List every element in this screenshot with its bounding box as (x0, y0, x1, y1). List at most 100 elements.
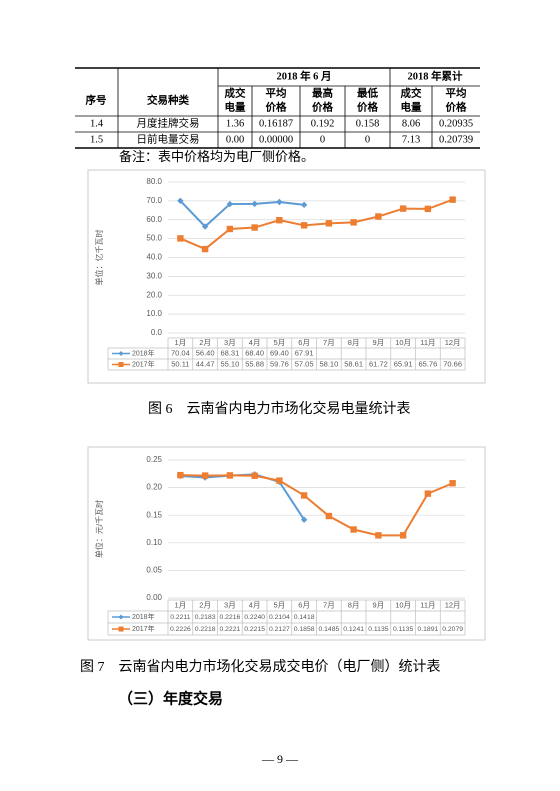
y-tick-label: 30.0 (146, 271, 162, 280)
table-header: 序号 (86, 93, 107, 106)
legend-label: 2018年 (132, 348, 155, 357)
data-label: 0.2226 (170, 626, 191, 633)
x-tick-label: 12月 (445, 600, 461, 609)
table-header: 平均 (446, 86, 467, 99)
marker (300, 222, 308, 229)
table-header: 成交 (401, 86, 422, 99)
data-label: 65.76 (418, 359, 437, 368)
table-header: 最低 (357, 86, 378, 99)
x-tick-label: 10月 (395, 338, 411, 347)
section-heading: （三）年度交易 (118, 689, 223, 707)
x-tick-label: 5月 (274, 338, 286, 347)
marker (375, 213, 382, 220)
y-tick-label: 10.0 (146, 309, 162, 318)
series-line (179, 198, 453, 251)
marker (325, 220, 333, 227)
y-tick-label: 20.0 (146, 290, 162, 299)
table-header: 平均 (266, 86, 287, 99)
data-label: 55.10 (220, 359, 239, 368)
data-label: 50.11 (171, 359, 189, 368)
series-line (179, 200, 305, 228)
x-tick-label: 11月 (420, 338, 435, 347)
data-label: 0.2215 (244, 626, 265, 633)
figure-caption: 图 6 云南省内电力市场化交易电量统计表 (148, 400, 411, 417)
legend-label: 2017年 (132, 359, 155, 368)
marker (226, 225, 234, 233)
data-label: 55.88 (245, 359, 264, 368)
table-header: 价格 (357, 100, 378, 113)
x-tick-label: 8月 (348, 600, 360, 609)
data-label: 0.2104 (269, 614, 290, 621)
table-header: 价格 (266, 100, 287, 113)
table-header: 价格 (446, 100, 467, 113)
x-tick-label: 7月 (323, 338, 335, 347)
table-cell: 0.16187 (259, 118, 293, 129)
y-tick-label: 0.10 (146, 538, 162, 547)
legend-marker (118, 351, 124, 356)
x-tick-label: 10月 (395, 600, 411, 609)
x-tick-label: 11月 (420, 600, 435, 609)
marker (325, 512, 333, 520)
note: 备注：表中价格均为电厂侧价格。 (119, 149, 314, 164)
x-tick-label: 9月 (373, 338, 385, 347)
marker (424, 205, 432, 213)
series-line (180, 474, 454, 537)
table-header: 价格 (312, 100, 333, 113)
data-label: 56.40 (196, 348, 215, 357)
table-cell: 7.13 (402, 134, 420, 145)
table-header: 最高 (312, 86, 333, 99)
marker (449, 196, 456, 203)
table-header: 成交 (225, 86, 246, 99)
data-label: 68.40 (245, 348, 264, 357)
y-axis-title: 单位：亿千瓦时 (94, 230, 104, 286)
data-label: 0.1858 (294, 626, 315, 633)
y-tick-label: 70.0 (146, 196, 162, 205)
data-label: 61.72 (369, 359, 388, 368)
data-label: 0.1241 (343, 626, 364, 633)
x-tick-label: 6月 (298, 600, 310, 609)
x-tick-label: 1月 (175, 600, 187, 609)
table-cell: 0 (365, 134, 370, 145)
marker (201, 223, 209, 230)
table-header: 交易种类 (147, 93, 189, 106)
marker (300, 516, 308, 523)
data-label: 57.05 (295, 359, 314, 368)
legend-marker (118, 362, 124, 367)
table-cell: 日前电量交易 (137, 132, 200, 145)
y-tick-label: 0.00 (146, 593, 162, 602)
table-cell: 0 (320, 134, 325, 145)
data-label: 44.47 (196, 359, 215, 368)
x-tick-label: 4月 (249, 338, 261, 347)
y-tick-label: 60.0 (146, 215, 162, 224)
y-tick-label: 50.0 (146, 234, 162, 243)
marker (201, 245, 209, 253)
data-label: 0.2216 (219, 614, 240, 621)
table-cell: 0.192 (311, 118, 335, 129)
table-cell: 1.4 (90, 118, 104, 129)
data-label: 68.31 (220, 348, 239, 357)
x-tick-label: 9月 (373, 600, 385, 609)
data-label: 58.10 (319, 359, 338, 368)
data-label: 70.04 (171, 348, 190, 357)
marker (350, 219, 357, 226)
data-label: 58.61 (344, 359, 363, 368)
table-header: 电量 (225, 100, 246, 113)
figure-caption: 图 7 云南省内电力市场化交易成交电价（电厂侧）统计表 (80, 658, 441, 675)
table-cell: 0.158 (356, 118, 380, 129)
marker (399, 205, 407, 212)
marker (251, 200, 258, 208)
y-tick-label: 0.20 (146, 483, 162, 492)
x-tick-label: 1月 (175, 338, 187, 347)
data-label: 0.2211 (170, 614, 191, 621)
data-label: 0.1418 (294, 614, 315, 621)
table-header: 电量 (401, 100, 422, 113)
marker (226, 200, 234, 208)
y-tick-label: 0.0 (151, 328, 163, 337)
y-tick-label: 0.05 (146, 566, 162, 575)
x-tick-label: 7月 (323, 600, 335, 609)
data-label: 0.1485 (318, 626, 339, 633)
marker (226, 472, 234, 479)
x-tick-label: 8月 (348, 338, 360, 347)
x-tick-label: 3月 (224, 338, 236, 347)
